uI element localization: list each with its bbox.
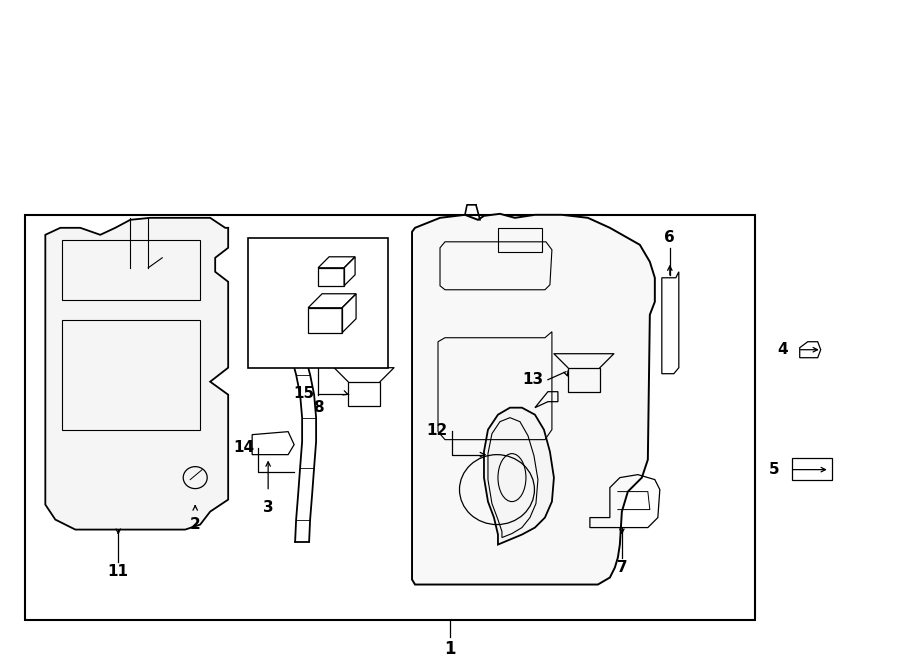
Text: 15: 15 [293,386,314,401]
Text: 8: 8 [313,400,323,415]
Polygon shape [412,214,655,584]
Text: 4: 4 [777,342,788,357]
Text: 6: 6 [664,230,675,245]
Text: 11: 11 [108,564,129,579]
Text: 3: 3 [263,500,274,515]
Text: 9: 9 [280,323,290,336]
Text: 5: 5 [770,462,779,477]
Text: 10: 10 [270,271,290,285]
Text: 2: 2 [190,517,201,532]
Text: 12: 12 [427,423,448,438]
Polygon shape [25,215,755,619]
Text: 7: 7 [616,560,627,575]
Polygon shape [45,218,229,529]
Text: 13: 13 [523,372,544,387]
Text: 14: 14 [233,440,254,455]
Polygon shape [484,408,554,545]
Polygon shape [248,238,388,368]
Text: 1: 1 [445,641,455,658]
